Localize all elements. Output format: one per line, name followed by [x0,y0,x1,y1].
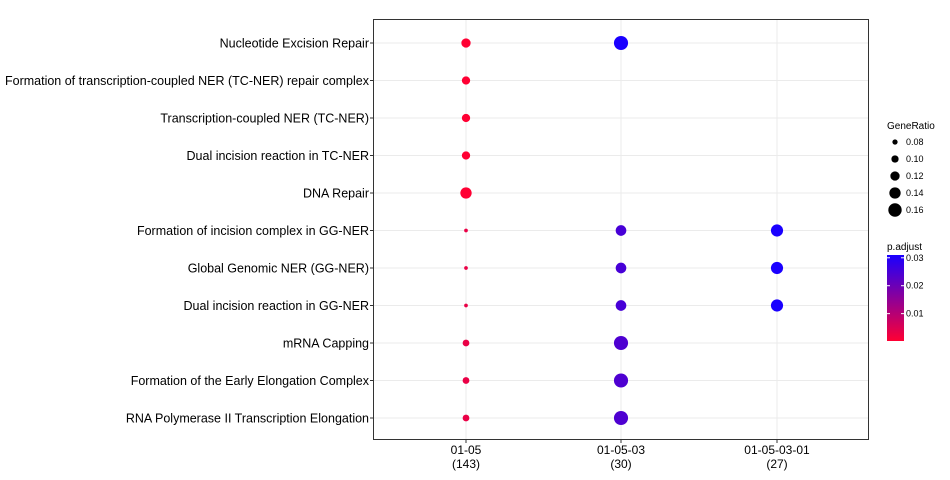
data-point [462,339,470,347]
data-point [464,266,468,270]
x-tick-count: (30) [610,457,631,471]
generatio-legend-label: 0.08 [906,137,924,147]
data-point [461,38,471,48]
data-point [461,113,471,123]
y-tick-label: DNA Repair [303,187,369,201]
y-tick-label: Global Genomic NER (GG-NER) [188,262,369,276]
y-tick-label: Formation of incision complex in GG-NER [137,224,369,238]
y-tick-label: Dual incision reaction in GG-NER [184,299,370,313]
data-point [462,414,470,422]
data-point [613,373,629,388]
data-point [460,187,472,199]
generatio-legend-label: 0.12 [906,171,924,181]
x-tick-label: 01-05 [451,443,482,457]
y-tick-label: RNA Polymerase II Transcription Elongati… [126,412,369,426]
data-point [770,261,784,275]
x-tick-count: (143) [452,457,480,471]
generatio-legend-key [889,187,901,199]
data-point [613,335,629,351]
generatio-legend-key [891,155,899,163]
generatio-legend-key [888,203,902,217]
x-tick-label: 01-05-03 [597,443,645,457]
x-tick-count: (27) [766,457,787,471]
data-point [464,228,468,233]
p-adjust-legend-label: 0.02 [906,281,924,291]
data-point [461,76,471,85]
data-point [615,262,627,274]
y-tick-label: Dual incision reaction in TC-NER [187,149,369,163]
y-tick-label: Nucleotide Excision Repair [220,37,369,51]
generatio-legend-key [892,139,898,145]
data-point [461,151,471,160]
p-adjust-legend: p.adjust 0.01 0.02 0.03 [887,242,924,341]
generatio-legend-label: 0.14 [906,188,924,198]
y-tick-label: mRNA Capping [283,337,369,351]
generatio-legend: GeneRatio 0.08 0.10 0.12 0.14 0.16 [887,121,935,217]
y-tick-label: Formation of transcription-coupled NER (… [5,74,370,88]
data-point [770,224,784,237]
p-adjust-colorbar [887,255,904,341]
p-adjust-legend-label: 0.01 [906,309,924,319]
data-point [615,300,627,311]
data-point [615,225,627,236]
generatio-legend-label: 0.16 [906,205,924,215]
y-tick-label: Formation of the Early Elongation Comple… [131,374,370,388]
x-tick-label: 01-05-03-01 [744,443,810,457]
x-axis-labels: 01-05(143) 01-05-03(30) 01-05-03-01(27) [451,440,810,471]
data-point [464,303,468,308]
p-adjust-legend-title: p.adjust [887,242,922,253]
p-adjust-legend-label: 0.03 [906,253,924,263]
y-tick-label: Transcription-coupled NER (TC-NER) [160,112,369,126]
data-point [770,299,784,312]
panel-border [373,19,869,440]
data-point [613,410,629,426]
data-point [462,377,470,384]
y-axis-labels: Nucleotide Excision Repair Formation of t… [5,37,373,426]
data-point [613,35,629,51]
generatio-legend-key [890,171,900,181]
data-points [460,35,784,426]
generatio-legend-title: GeneRatio [887,121,935,132]
generatio-legend-label: 0.10 [906,154,924,164]
